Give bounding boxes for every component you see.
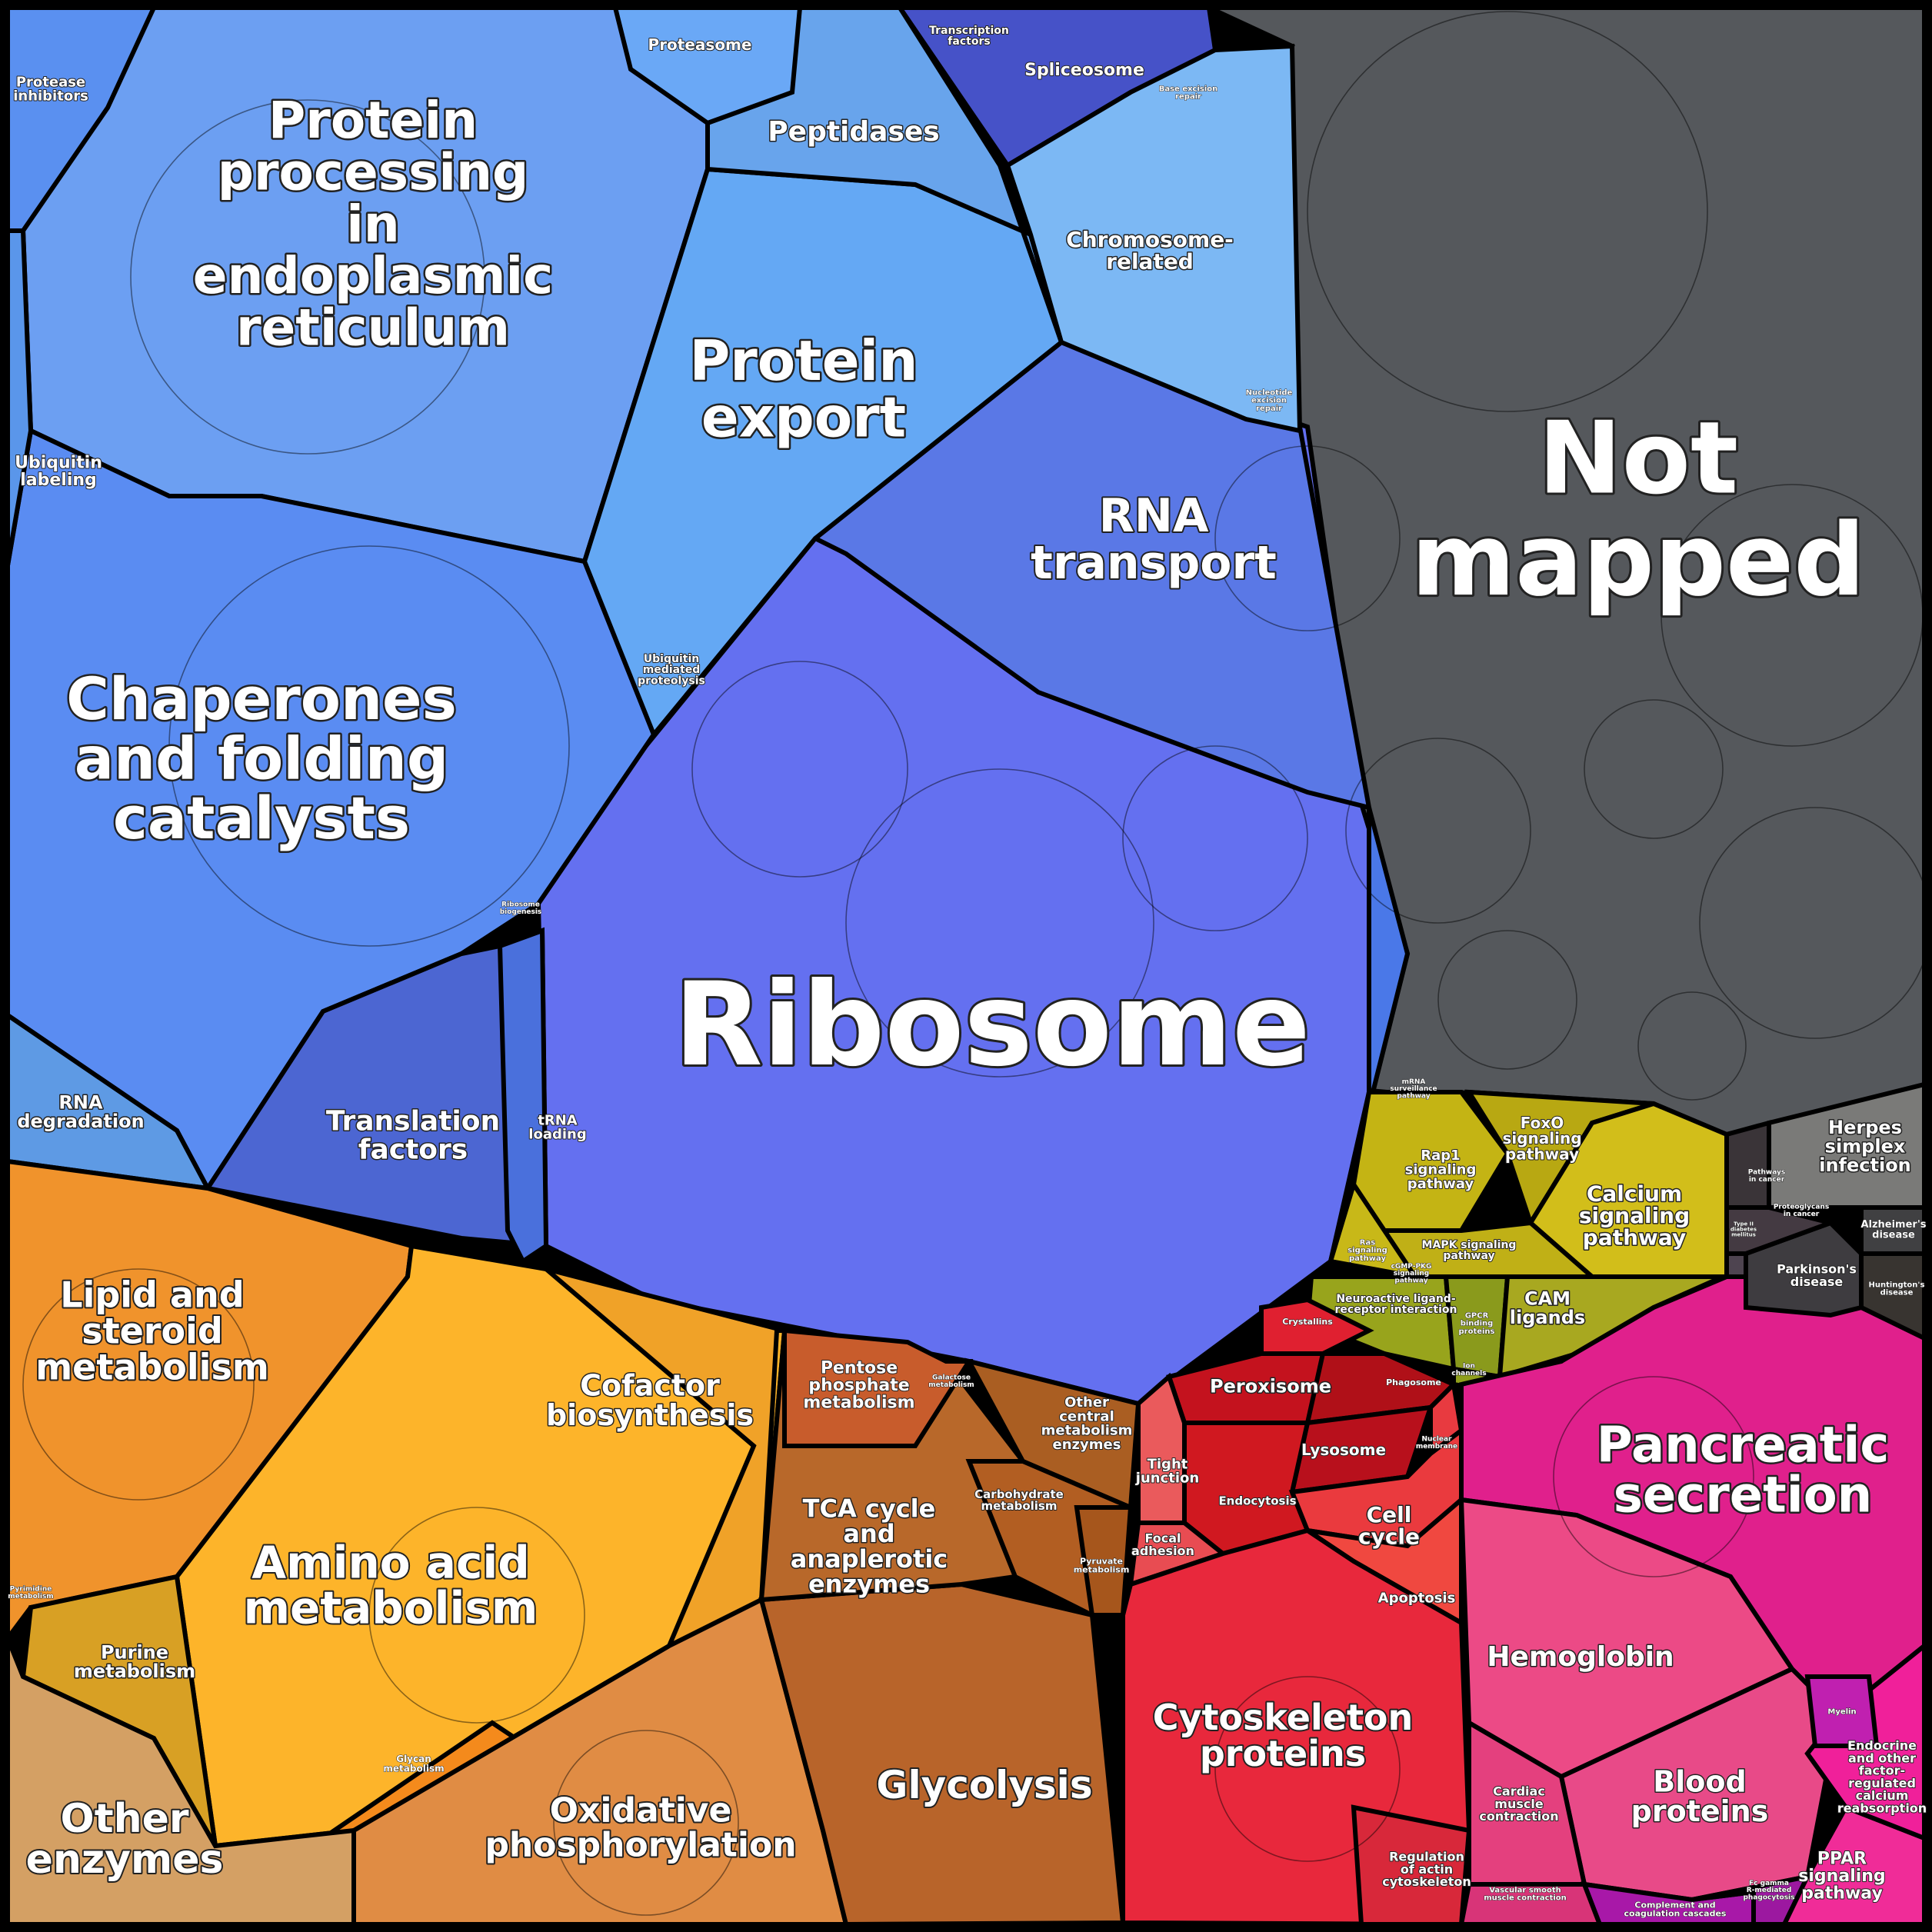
label-galactose: Galactose metabolism: [928, 1374, 974, 1389]
label-crystallins: Crystallins: [1282, 1317, 1333, 1327]
label-ubiquitin-labeling: Ubiquitin labeling: [15, 454, 102, 490]
label-cell-cycle: Cell cycle: [1358, 1502, 1420, 1550]
label-ppar: PPAR signaling pathway: [1798, 1849, 1885, 1903]
label-gpcr: GPCR binding proteins: [1458, 1311, 1494, 1335]
label-chaperones: Chaperones and folding catalysts: [66, 665, 457, 852]
label-cam-ligands: CAM ligands: [1510, 1287, 1585, 1327]
label-type-i-diabetes: Type II diabetes mellitus: [1730, 1221, 1757, 1237]
label-spliceosome: Spliceosome: [1024, 61, 1144, 80]
label-ras: Ras signaling pathway: [1347, 1238, 1387, 1262]
label-amino-acid: Amino acid metabolism: [244, 1536, 538, 1634]
label-neuroactive: Neuroactive ligand-receptor interaction: [1335, 1293, 1457, 1316]
label-vascular-smooth-muscle: Vascular smooth muscle contraction: [1484, 1887, 1567, 1903]
label-ribosome: Ribosome: [674, 958, 1311, 1092]
cell-proteoglycans-cancer: [1724, 1205, 1839, 1256]
label-carbohydrate: Carbohydrate metabolism: [974, 1487, 1064, 1513]
label-other-central: Other central metabolism enzymes: [1041, 1394, 1133, 1453]
cell-fc-gamma: [1691, 1873, 1812, 1927]
label-foxo: FoxO signaling pathway: [1502, 1114, 1581, 1164]
label-tca-cycle: TCA cycle and anaplerotic enzymes: [791, 1494, 948, 1599]
label-blood-proteins: Blood proteins: [1631, 1764, 1769, 1828]
label-endocrine: Endocrine and other factor-regulated calciu…: [1837, 1738, 1927, 1816]
label-nuclear-membrane: Nuclear membrane: [1416, 1436, 1457, 1451]
label-lysosome: Lysosome: [1301, 1441, 1386, 1459]
label-regulation-actin: Regulation of actin cytoskeleton: [1382, 1849, 1471, 1889]
label-transcription-factors: Transcription factors: [929, 25, 1009, 48]
cell-tight-junction: [1136, 1372, 1187, 1525]
label-nucleotide-excision-repair: Nucleotide excision repair: [1246, 388, 1293, 412]
label-protein-export: Protein export: [690, 328, 918, 449]
label-peroxisome: Peroxisome: [1210, 1376, 1331, 1397]
cell-pathways-cancer: [1724, 1120, 1771, 1210]
label-base-excision-repair: Base excision repair: [1159, 85, 1218, 102]
label-not-mapped: Not mapped: [1411, 400, 1866, 619]
label-herpes: Herpes simplex infection: [1819, 1117, 1911, 1176]
label-cardiac-muscle: Cardiac muscle contraction: [1479, 1784, 1558, 1824]
label-calcium: Calcium signaling pathway: [1579, 1181, 1690, 1251]
label-purine: Purine metabolism: [74, 1641, 195, 1681]
cell-type-i-diabetes: [1724, 1251, 1748, 1279]
cell-chromosome-related: [1004, 43, 1303, 434]
cell-other-enzymes: [5, 1637, 356, 1927]
label-fc-gamma: Fc gamma R-mediated phagocytosis: [1743, 1880, 1794, 1901]
label-parkinsons: Parkinson's disease: [1777, 1262, 1857, 1289]
label-ion-channels: Ion channels: [1451, 1363, 1486, 1377]
label-chromosome-related: Chromosome-related: [1066, 227, 1234, 275]
label-glycan: Glycan metabolism: [383, 1754, 444, 1774]
cell-crystallins: [1259, 1297, 1374, 1356]
label-other-enzymes: Other enzymes: [26, 1796, 224, 1883]
label-huntingtons: Huntington's disease: [1869, 1281, 1925, 1297]
label-mapk: MAPK signaling pathway: [1422, 1239, 1517, 1262]
label-pancreatic-secretion: Pancreatic secretion: [1597, 1417, 1890, 1524]
label-apoptosis: Apoptosis: [1378, 1590, 1456, 1606]
label-phagosome: Phagosome: [1386, 1377, 1441, 1387]
label-cytoskeleton: Cytoskeleton proteins: [1153, 1697, 1414, 1774]
cell-proteasome: [612, 5, 803, 126]
label-ubiquitin-mediated-proteolysis: Ubiquitin mediated proteolysis: [638, 653, 705, 688]
label-ribosome-biogenesis: Ribosome biogenesis: [500, 901, 542, 916]
label-myelin: Myelin: [1827, 1708, 1856, 1717]
label-protease-inhibitors: Protease inhibitors: [13, 74, 88, 104]
label-complement: Complement and coagulation cascades: [1624, 1900, 1727, 1918]
label-cgmp-pkg: cGMP-PKG signaling pathway: [1391, 1263, 1432, 1284]
label-endocytosis: Endocytosis: [1218, 1494, 1296, 1507]
cell-ras: [1327, 1179, 1421, 1281]
label-rna-transport: RNA transport: [1031, 489, 1277, 590]
label-proteoglycans-cancer: Proteoglycans in cancer: [1774, 1204, 1829, 1218]
label-translation-factors: Translation factors: [326, 1106, 500, 1166]
label-pyrimidine: Pyrimidine metabolism: [8, 1586, 53, 1601]
cell-trna-loading: [497, 927, 549, 1265]
label-mrna-surveillance: mRNA surveillance pathway: [1390, 1078, 1437, 1100]
label-peptidases: Peptidases: [768, 116, 939, 148]
cell-protease-inhibitors: [5, 5, 158, 233]
cell-ubiquitin-labeling: [5, 228, 34, 566]
cell-mrna-surveillance: [1328, 807, 1411, 1262]
label-glycolysis: Glycolysis: [876, 1763, 1092, 1807]
label-pyruvate: Pyruvate metabolism: [1074, 1556, 1130, 1574]
label-lipid-steroid: Lipid and steroid metabolism: [35, 1274, 269, 1388]
label-focal-adhesion: Focal adhesion: [1131, 1531, 1194, 1558]
label-pathways-cancer: Pathways in cancer: [1748, 1169, 1785, 1184]
label-proteasome: Proteasome: [648, 35, 752, 54]
label-pentose-phosphate: Pentose phosphate metabolism: [803, 1358, 914, 1412]
label-protein-processing: Protein processing in endoplasmic reticulum: [193, 91, 554, 357]
label-alzheimers: Alzheimer's disease: [1860, 1219, 1926, 1241]
label-hemoglobin: Hemoglobin: [1487, 1641, 1674, 1673]
label-tight-junction: Tight junction: [1135, 1456, 1199, 1486]
label-rap1: Rap1 signaling pathway: [1405, 1148, 1477, 1192]
label-cofactor: Cofactor biosynthesis: [546, 1368, 754, 1432]
cell-myelin: [1804, 1674, 1880, 1748]
label-rna-degradation: RNA degradation: [17, 1091, 144, 1131]
label-trna-loading: tRNA loading: [528, 1112, 586, 1142]
cell-huntingtons: [1859, 1251, 1927, 1342]
cell-ppar: [1780, 1804, 1927, 1927]
subcell-texture: [22, 11, 1931, 1916]
label-oxidative-phosphorylation: Oxidative phosphorylation: [485, 1790, 796, 1864]
